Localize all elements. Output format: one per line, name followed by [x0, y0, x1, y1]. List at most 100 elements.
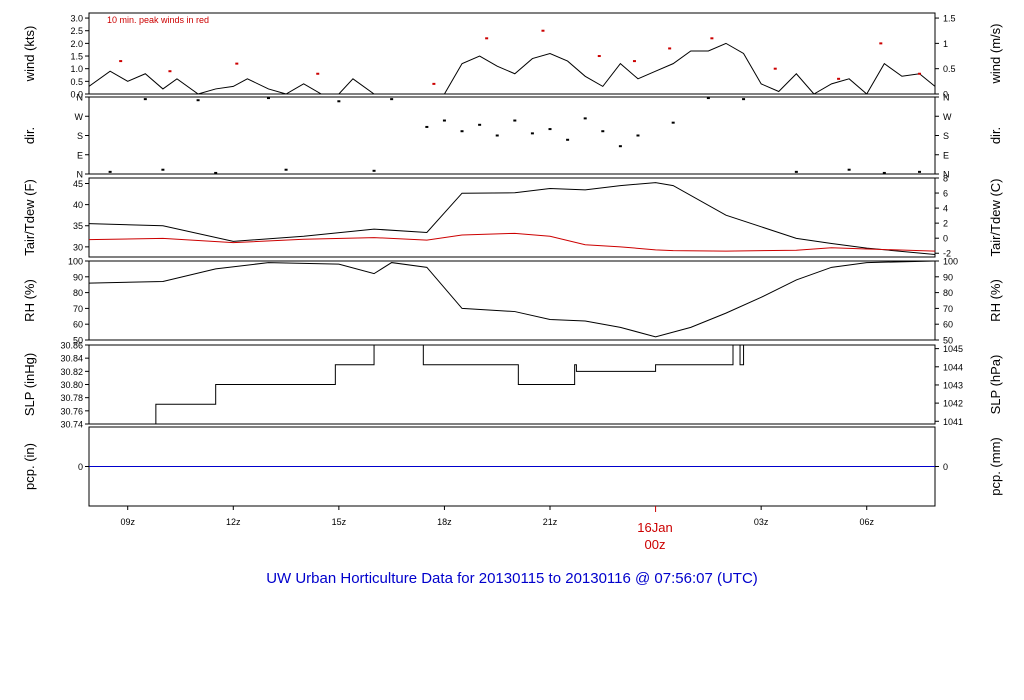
panel-wind: 0.0 0.5 1.0 1.5 2.0 2.5 3.0 0 0.5 1 1.5 wind (kts) w…	[22, 12, 1003, 100]
rh-series-0-line	[89, 261, 935, 338]
slp-right-tick-label: 1041	[943, 417, 963, 427]
rh-left-tick-label: 60	[73, 320, 83, 330]
wind-left-tick-label: 1.0	[70, 64, 83, 74]
dir-series-0-point	[196, 99, 200, 102]
rh-left-axis-label: RH (%)	[22, 279, 37, 322]
x-tick-label: 03z	[754, 517, 769, 527]
panel-rh: 50 60 70 80 90 100 50 60 70 80 90 100 RH (%) RH (%)	[22, 257, 1003, 346]
temp-left-tick-label: 40	[73, 200, 83, 210]
slp-series-0-line	[89, 345, 935, 424]
wind-series-1-point	[168, 70, 172, 73]
dir-series-0-point	[583, 117, 587, 120]
wind-series-1-point	[485, 37, 489, 40]
dir-series-0-point	[161, 168, 165, 171]
wind-series-1-point	[837, 77, 841, 80]
temp-series-group	[89, 182, 935, 255]
dir-series-group	[108, 97, 922, 174]
rh-right-tick-label: 100	[943, 257, 958, 267]
wind-series-1-point	[773, 67, 777, 70]
slp-right-tick-label: 1044	[943, 362, 963, 372]
slp-right-axis-label: SLP (hPa)	[988, 355, 1003, 415]
temp-right-tick-label: 2	[943, 219, 948, 229]
pcp-left-axis-label: pcp. (in)	[22, 443, 37, 490]
slp-left-tick-label: 30.76	[60, 406, 83, 416]
x-tick-label: 06z	[859, 517, 874, 527]
x-tick-label: 21z	[543, 517, 558, 527]
rh-right-tick-label: 50	[943, 336, 953, 346]
wind-right-tick-label: 1.5	[943, 14, 956, 24]
wind-left-tick-label: 2.5	[70, 26, 83, 36]
x-tick-label: 18z	[437, 517, 452, 527]
rh-right-axis-label: RH (%)	[988, 279, 1003, 322]
dir-series-0-point	[337, 100, 341, 103]
rh-left-tick-label: 100	[68, 257, 83, 267]
temp-right-tick-label: 0	[943, 234, 948, 244]
dir-series-0-point	[566, 138, 570, 141]
dir-series-0-point	[548, 128, 552, 131]
wind-series-1-point	[632, 60, 636, 63]
dir-series-0-point	[636, 134, 640, 137]
dir-series-0-point	[706, 97, 710, 100]
rh-right-tick-label: 80	[943, 288, 953, 298]
temp-right-tick-label: 8	[943, 174, 948, 184]
wind-left-tick-label: 3.0	[70, 14, 83, 24]
wind-frame	[88, 12, 936, 95]
slp-series-group	[89, 345, 935, 424]
dir-series-0-point	[794, 170, 798, 173]
wind-series-1-point	[668, 47, 672, 50]
dir-series-0-point	[460, 130, 464, 133]
temp-left-tick-label: 30	[73, 242, 83, 252]
chart-panels: 0.0 0.5 1.0 1.5 2.0 2.5 3.0 0 0.5 1 1.5 wind (kts) w…	[22, 12, 1003, 507]
panel-temp: 30 35 40 45 -2 0 2 4 6 8 Tair/Tdew (F) Tair/Tdew (C…	[22, 174, 1003, 259]
slp-left-axis-label: SLP (inHg)	[22, 353, 37, 416]
wind-left-tick-label: 0.5	[70, 77, 83, 87]
dir-series-0-point	[601, 130, 605, 133]
dir-series-0-point	[671, 121, 675, 124]
dir-left-tick-label: N	[77, 170, 84, 180]
wind-series-1-point	[235, 62, 239, 65]
chart-title: UW Urban Horticulture Data for 20130115 …	[266, 570, 758, 587]
rh-right-tick-label: 90	[943, 272, 953, 282]
dir-series-0-point	[495, 134, 499, 137]
wind-series-1-point	[541, 29, 545, 32]
slp-left-tick-label: 30.80	[60, 380, 83, 390]
dir-series-0-point	[425, 125, 429, 128]
pcp-left-tick-label: 0	[78, 462, 83, 472]
temp-series-tair-line	[89, 182, 935, 255]
rh-left-tick-label: 90	[73, 272, 83, 282]
rh-right-tick-label: 70	[943, 304, 953, 314]
dir-series-0-point	[742, 98, 746, 101]
dir-series-0-point	[143, 98, 147, 101]
slp-right-tick-label: 1043	[943, 380, 963, 390]
rh-right-tick-label: 60	[943, 320, 953, 330]
panel-pcp: 0 0 pcp. (in) pcp. (mm)	[22, 426, 1003, 507]
dir-series-0-point	[390, 98, 394, 101]
dir-right-tick-label: E	[943, 150, 949, 160]
dir-series-0-point	[918, 170, 922, 173]
pcp-right-tick-label: 0	[943, 462, 948, 472]
dir-series-0-point	[618, 145, 622, 148]
x-axis: 09z 12z 15z 18z 21z 03z 06z	[120, 506, 874, 527]
x-tick-label: 09z	[120, 517, 135, 527]
pcp-right-axis-label: pcp. (mm)	[988, 437, 1003, 496]
dir-series-0-point	[513, 119, 517, 122]
dir-series-0-point	[214, 171, 218, 174]
wind-series-1-point	[879, 42, 883, 45]
dir-series-0-point	[530, 132, 534, 135]
dir-frame	[88, 96, 936, 175]
dir-left-tick-label: S	[77, 131, 83, 141]
dir-series-0-point	[372, 169, 376, 172]
wind-series-1-point	[432, 82, 436, 85]
slp-left-tick-label: 30.84	[60, 354, 83, 364]
slp-left-tick-label: 30.74	[60, 420, 83, 430]
wind-series-1-point	[119, 60, 123, 63]
rh-series-group	[89, 261, 935, 338]
wind-right-tick-label: 0.5	[943, 64, 956, 74]
temp-right-tick-label: -2	[943, 249, 951, 259]
slp-left-tick-label: 30.86	[60, 341, 83, 351]
wind-series-1-point	[710, 37, 714, 40]
dir-series-0-point	[284, 168, 288, 171]
slp-right-tick-label: 1042	[943, 399, 963, 409]
dir-left-tick-label: N	[77, 93, 84, 103]
